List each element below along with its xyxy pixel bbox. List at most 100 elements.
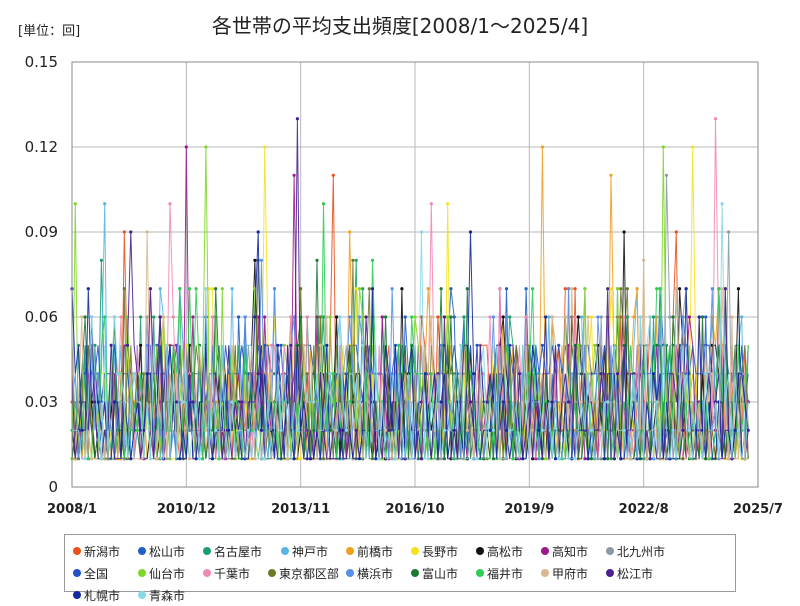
data-point <box>210 315 215 319</box>
data-point <box>341 428 345 432</box>
data-point <box>194 457 198 461</box>
legend-item: 福井市 <box>476 562 541 584</box>
data-point <box>619 457 623 461</box>
data-point <box>145 372 149 376</box>
legend-label: 富山市 <box>422 566 459 581</box>
data-point <box>174 400 179 404</box>
data-point <box>593 343 597 347</box>
legend-item: 高松市 <box>476 540 541 562</box>
legend-item: 松江市 <box>606 562 671 584</box>
data-point <box>256 372 260 376</box>
data-point <box>335 315 339 319</box>
data-point <box>704 372 708 376</box>
legend-marker <box>541 547 549 555</box>
data-point <box>318 343 322 347</box>
data-point <box>220 287 224 291</box>
data-point <box>184 343 188 347</box>
data-point <box>80 428 84 432</box>
data-point <box>214 428 218 432</box>
data-point <box>171 315 175 319</box>
legend-label: 高知市 <box>552 544 589 559</box>
data-point <box>269 343 273 347</box>
data-point <box>210 287 215 291</box>
data-point <box>361 343 365 347</box>
data-point <box>370 258 375 262</box>
data-point <box>566 400 571 404</box>
legend-marker <box>541 569 549 577</box>
data-point <box>540 343 545 347</box>
data-point <box>740 315 744 319</box>
data-point <box>83 315 87 319</box>
data-point <box>681 315 685 319</box>
data-point <box>73 202 77 206</box>
data-point <box>328 315 332 319</box>
data-point <box>664 173 669 177</box>
data-point <box>655 287 659 291</box>
data-point <box>508 315 512 319</box>
data-point <box>540 428 545 432</box>
data-point <box>292 173 296 177</box>
data-point <box>619 287 623 291</box>
data-point <box>204 428 208 432</box>
data-point <box>387 428 391 432</box>
data-point <box>429 372 433 376</box>
data-point <box>429 315 433 319</box>
legend-item: 仙台市 <box>138 562 203 584</box>
data-point <box>357 287 362 291</box>
data-point <box>442 457 446 461</box>
data-point <box>671 315 675 319</box>
data-point <box>655 343 659 347</box>
data-point <box>449 315 453 319</box>
data-point <box>511 457 515 461</box>
data-point <box>439 287 443 291</box>
data-point <box>178 457 182 461</box>
data-point <box>491 315 495 319</box>
data-point <box>468 230 473 234</box>
x-tick-label: 2008/1 <box>47 502 97 517</box>
data-point <box>367 287 371 291</box>
data-point <box>103 315 107 319</box>
y-tick-label: 0.15 <box>25 53 58 71</box>
data-point <box>491 428 495 432</box>
data-point <box>622 428 626 432</box>
data-point <box>158 287 162 291</box>
data-point <box>410 315 414 319</box>
data-point <box>691 145 695 149</box>
data-point <box>312 428 316 432</box>
data-point <box>576 343 580 347</box>
data-point <box>354 287 358 291</box>
data-point <box>112 315 117 319</box>
legend-item: 北九州市 <box>606 540 684 562</box>
data-point <box>96 372 100 376</box>
data-point <box>240 400 244 404</box>
data-point <box>681 457 685 461</box>
data-point <box>615 372 620 376</box>
data-point <box>475 457 479 461</box>
legend-marker <box>138 569 146 577</box>
series-青森市 <box>72 202 749 461</box>
legend-item: 富山市 <box>411 562 476 584</box>
data-point <box>269 372 273 376</box>
data-point <box>253 258 257 262</box>
x-tick-label: 2016/10 <box>385 502 444 517</box>
data-point <box>488 428 492 432</box>
data-point <box>550 315 554 319</box>
x-tick-label: 2010/12 <box>157 502 216 517</box>
data-point <box>148 287 152 291</box>
data-point <box>253 315 257 319</box>
data-point <box>566 287 571 291</box>
data-point <box>727 230 731 234</box>
legend-item: 千葉市 <box>203 562 268 584</box>
legend-label: 東京都区部 <box>279 566 340 581</box>
legend-marker <box>138 591 146 599</box>
data-point <box>201 457 205 461</box>
legend-item: 全国 <box>73 562 138 584</box>
data-point <box>348 230 352 234</box>
data-point <box>658 287 662 291</box>
legend-item: 松山市 <box>138 540 203 562</box>
data-point <box>344 428 348 432</box>
data-point <box>384 315 388 319</box>
data-point <box>727 457 731 461</box>
data-point <box>191 315 195 319</box>
data-point <box>615 287 620 291</box>
